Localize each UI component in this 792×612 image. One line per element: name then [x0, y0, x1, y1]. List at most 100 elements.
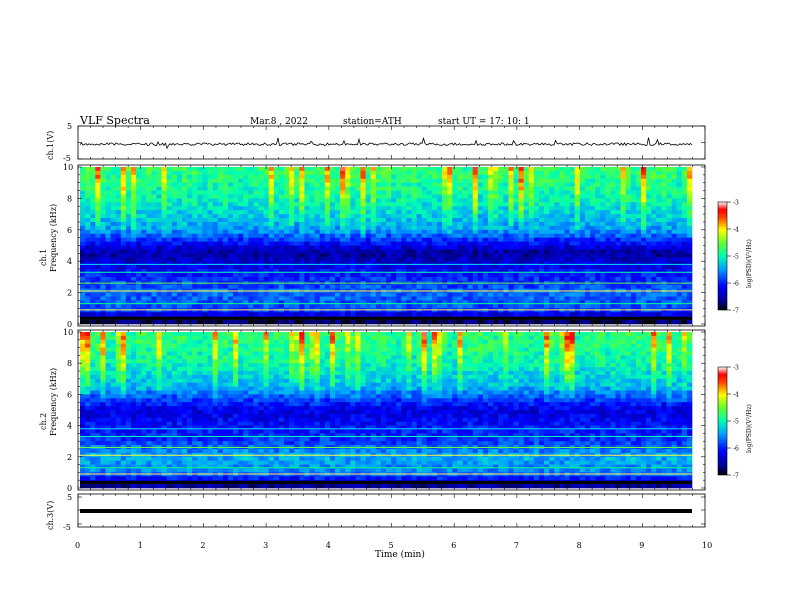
spectrogram-cell — [493, 269, 499, 274]
spectrogram-cell — [503, 253, 509, 258]
spectrogram-cell — [620, 241, 626, 246]
spectrogram-cell — [355, 233, 361, 238]
spectrogram-cell — [625, 221, 632, 227]
spectrogram-cell — [335, 198, 341, 203]
spectrogram-cell — [120, 167, 127, 172]
spectrogram-cell — [595, 186, 601, 191]
spectrogram-cell — [340, 292, 346, 297]
spectrogram-cell — [523, 253, 530, 258]
spectrogram-cell — [482, 241, 489, 246]
spectrogram-cell — [375, 237, 382, 242]
spectrogram-cell — [544, 225, 550, 231]
spectrogram-cell — [635, 245, 642, 250]
spectrogram-cell — [329, 269, 336, 274]
spectrogram-cell — [314, 257, 320, 262]
spectrogram-cell — [187, 300, 193, 305]
spectrogram-cell — [329, 312, 336, 317]
spectrogram-cell — [120, 186, 127, 191]
spectrogram-cell — [513, 237, 519, 242]
spectrogram-cell — [238, 272, 244, 278]
spectrogram-cell — [278, 304, 285, 309]
spectrogram-cell — [380, 225, 387, 231]
spectrogram-cell — [345, 233, 351, 238]
spectrogram-cell — [375, 265, 382, 270]
spectrogram-cell — [284, 320, 290, 325]
spectrogram-cell — [620, 218, 626, 223]
spectrogram-cell — [319, 218, 326, 223]
spectrogram-cell — [212, 225, 218, 231]
spectrogram-cell — [416, 272, 422, 278]
spectrogram-cell — [564, 178, 570, 183]
spectrogram-cell — [345, 300, 351, 305]
spectrogram-cell — [426, 206, 433, 211]
spectrogram-cell — [365, 170, 371, 176]
spectrogram-cell — [146, 182, 152, 187]
spectrogram-cell — [651, 253, 657, 258]
spectrogram-cell — [146, 214, 152, 219]
spectrogram-cell — [304, 186, 310, 191]
spectrogram-cell — [498, 186, 504, 191]
spectrogram-cell — [105, 237, 111, 242]
spectrogram-cell — [360, 245, 366, 250]
spectrogram-cell — [686, 237, 693, 242]
spectrogram-cell — [600, 292, 606, 297]
spectrogram-cell — [462, 304, 468, 309]
spectrogram-cell — [360, 269, 366, 274]
spectrogram-cell — [289, 174, 295, 180]
spectrogram-cell — [574, 272, 581, 278]
spectrogram-cell — [182, 320, 188, 325]
spectrogram-cell — [431, 261, 438, 266]
spectrogram-cell — [131, 257, 137, 262]
spectrogram-cell — [151, 170, 157, 176]
spectrogram-cell — [263, 265, 269, 270]
spectrogram-cell — [253, 312, 259, 317]
spectrogram-cell — [426, 190, 433, 195]
spectrogram-cell — [319, 249, 326, 254]
spectrogram-cell — [406, 221, 412, 227]
spectrogram-cell — [391, 257, 397, 262]
spectrogram-cell — [90, 198, 96, 203]
spectrogram-cell — [533, 210, 540, 215]
spectrogram-cell — [508, 225, 514, 231]
spectrogram-cell — [396, 292, 402, 297]
spectrogram-cell — [584, 178, 591, 183]
spectrogram-cell — [564, 174, 570, 180]
spectrogram-cell — [462, 202, 468, 207]
spectrogram-cell — [227, 269, 234, 274]
spectrogram-cell — [176, 296, 183, 301]
spectrogram-cell — [523, 233, 530, 238]
spectrogram-cell — [564, 194, 570, 199]
spectrogram-cell — [635, 210, 642, 215]
spectrogram-cell — [523, 210, 530, 215]
spectrogram-cell — [681, 190, 688, 195]
spectrogram-cell — [171, 206, 178, 211]
spectrogram-cell — [401, 257, 407, 262]
spectrogram-cell — [605, 202, 611, 207]
spectrogram-cell — [442, 198, 448, 203]
spectrogram-cell — [681, 284, 688, 289]
spectrogram-cell — [284, 174, 290, 180]
spectrogram-cell — [299, 284, 305, 289]
spectrogram-cell — [253, 178, 259, 183]
spectrogram-cell — [615, 174, 621, 180]
spectrogram-cell — [110, 249, 116, 254]
spectrogram-cell — [615, 206, 621, 211]
spectrogram-cell — [488, 257, 494, 262]
spectrogram-cell — [335, 190, 341, 195]
spectrogram-cell — [605, 276, 611, 282]
spectrogram-cell — [350, 178, 356, 183]
spectrogram-cell — [268, 202, 275, 207]
spectrogram-cell — [488, 249, 494, 254]
spectrogram-cell — [559, 178, 565, 183]
spectrogram-cell — [457, 257, 463, 262]
spectrogram-cell — [197, 210, 203, 215]
spectrogram-cell — [569, 308, 575, 313]
spectrogram-cell — [513, 245, 519, 250]
spectrogram-cell — [227, 190, 234, 195]
spectrogram-cell — [431, 218, 438, 223]
spectrogram-cell — [253, 194, 259, 199]
spectrogram-cell — [462, 218, 468, 223]
spectrogram-cell — [426, 269, 433, 274]
spectrogram-cell — [605, 186, 611, 191]
spectrogram-cell — [508, 312, 514, 317]
